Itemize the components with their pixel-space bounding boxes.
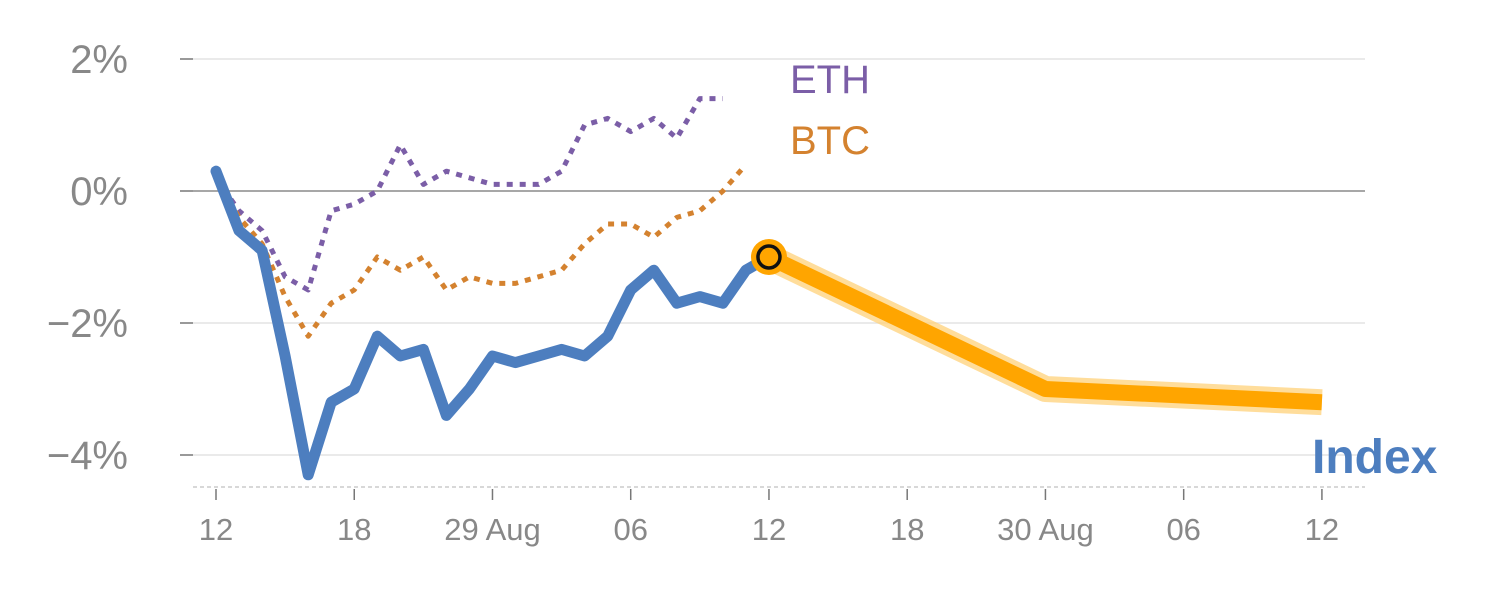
y-tick-label: −4% (47, 434, 128, 478)
y-tick-label: 0% (70, 170, 128, 214)
forecast-line (763, 245, 1323, 416)
highlight-point (756, 244, 782, 270)
eth-series-label: ETH (790, 58, 870, 102)
series-line-index (210, 165, 775, 481)
x-axis: 12 18 29 Aug 06 12 18 30 Aug 06 12 (193, 486, 1365, 547)
x-tick-label: 18 (337, 512, 371, 547)
x-tick-label: 18 (890, 512, 924, 547)
x-tick-label: 30 Aug (997, 512, 1094, 547)
y-tick-label: 2% (70, 38, 128, 82)
x-tick-label: 12 (199, 512, 233, 547)
series-lines (210, 96, 775, 481)
forecast-line (765, 249, 1323, 411)
x-tick-label: 06 (1166, 512, 1200, 547)
series-labels: ETH BTC Index (790, 58, 1438, 484)
highlight-marker (750, 239, 787, 275)
x-tick-label: 12 (1305, 512, 1339, 547)
grid-lines (193, 58, 1365, 456)
y-axis: 2% 0% −2% −4% (47, 38, 193, 478)
y-tick-label: −2% (47, 302, 128, 346)
series-line-eth (213, 96, 723, 293)
index-series-label: Index (1312, 431, 1438, 484)
btc-series-label: BTC (790, 119, 870, 163)
x-tick-label: 12 (752, 512, 786, 547)
x-tick-label: 29 Aug (444, 512, 541, 547)
x-tick-label: 06 (613, 512, 647, 547)
series-line-btc (213, 162, 748, 339)
